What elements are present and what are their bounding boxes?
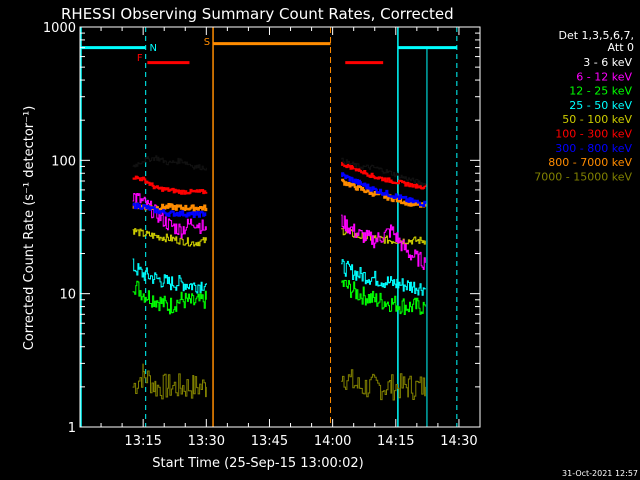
legend-label: 50 - 100 keV <box>562 113 632 126</box>
series-50-100-kev-segment-1 <box>132 228 207 247</box>
plot-area: NF S <box>80 27 458 427</box>
y-tick-label: 1000 <box>43 21 76 36</box>
x-tick-label: 13:30 <box>188 434 225 449</box>
chart-title: RHESSI Observing Summary Count Rates, Co… <box>61 5 454 23</box>
legend-label: 300 - 800 keV <box>555 142 632 155</box>
y-tick-label: 100 <box>51 154 76 169</box>
series-7000-15000-kev-segment-1 <box>132 363 207 400</box>
y-tick-label: 1 <box>68 421 76 436</box>
series-100-300-kev-segment-1 <box>132 175 208 195</box>
annotation-f: F <box>137 53 143 64</box>
x-axis-label: Start Time (25-Sep-15 13:00:02) <box>152 456 363 471</box>
x-tick-label: 13:15 <box>124 434 161 449</box>
series-3-6-kev-outline-2 <box>341 157 426 187</box>
legend-label: 800 - 7000 keV <box>548 156 632 169</box>
series-300-800-kev-segment-2 <box>341 172 427 207</box>
series-300-800-kev-segment-1 <box>132 202 207 218</box>
series-12-25-kev-segment-1 <box>132 280 207 315</box>
legend-label: 3 - 6 keV <box>583 56 632 69</box>
series-7000-15000-kev-segment-2 <box>341 369 426 401</box>
legend-label: 6 - 12 keV <box>576 70 632 83</box>
x-tick-label: 13:45 <box>251 434 288 449</box>
annotation-n: N <box>149 43 156 54</box>
y-axis-label: Corrected Count Rate (s⁻¹ detector⁻¹) <box>22 106 37 351</box>
legend-subtitle: Att 0 <box>608 41 634 54</box>
series-6-12-kev-segment-1 <box>132 193 207 239</box>
legend-label: 7000 - 15000 keV <box>534 170 632 183</box>
plot-frame <box>79 26 481 428</box>
legend-title: Det 1,3,5,6,7, <box>558 29 634 42</box>
series-12-25-kev-segment-2 <box>341 279 426 315</box>
timestamp: 31-Oct-2021 12:57 <box>562 469 638 478</box>
legend-label: 12 - 25 keV <box>569 85 632 98</box>
x-tick-label: 14:00 <box>314 434 351 449</box>
y-tick-label: 10 <box>59 288 76 303</box>
legend-label: 25 - 50 keV <box>569 99 632 112</box>
axes: 1 10 100 1000 13:15 13:30 13:45 14:00 14:15 14:30 <box>43 21 481 449</box>
series-25-50-kev-segment-1 <box>132 258 207 294</box>
legend-label: 100 - 300 keV <box>555 128 632 141</box>
series-100-300-kev-segment-2 <box>341 161 427 190</box>
x-tick-label: 14:30 <box>440 434 477 449</box>
series-6-12-kev-segment-2 <box>341 214 426 270</box>
series-25-50-kev-segment-2 <box>341 259 426 296</box>
x-tick-label: 14:15 <box>377 434 414 449</box>
series-3-6-kev-outline-1 <box>132 155 207 171</box>
annotation-s: S <box>204 37 210 48</box>
